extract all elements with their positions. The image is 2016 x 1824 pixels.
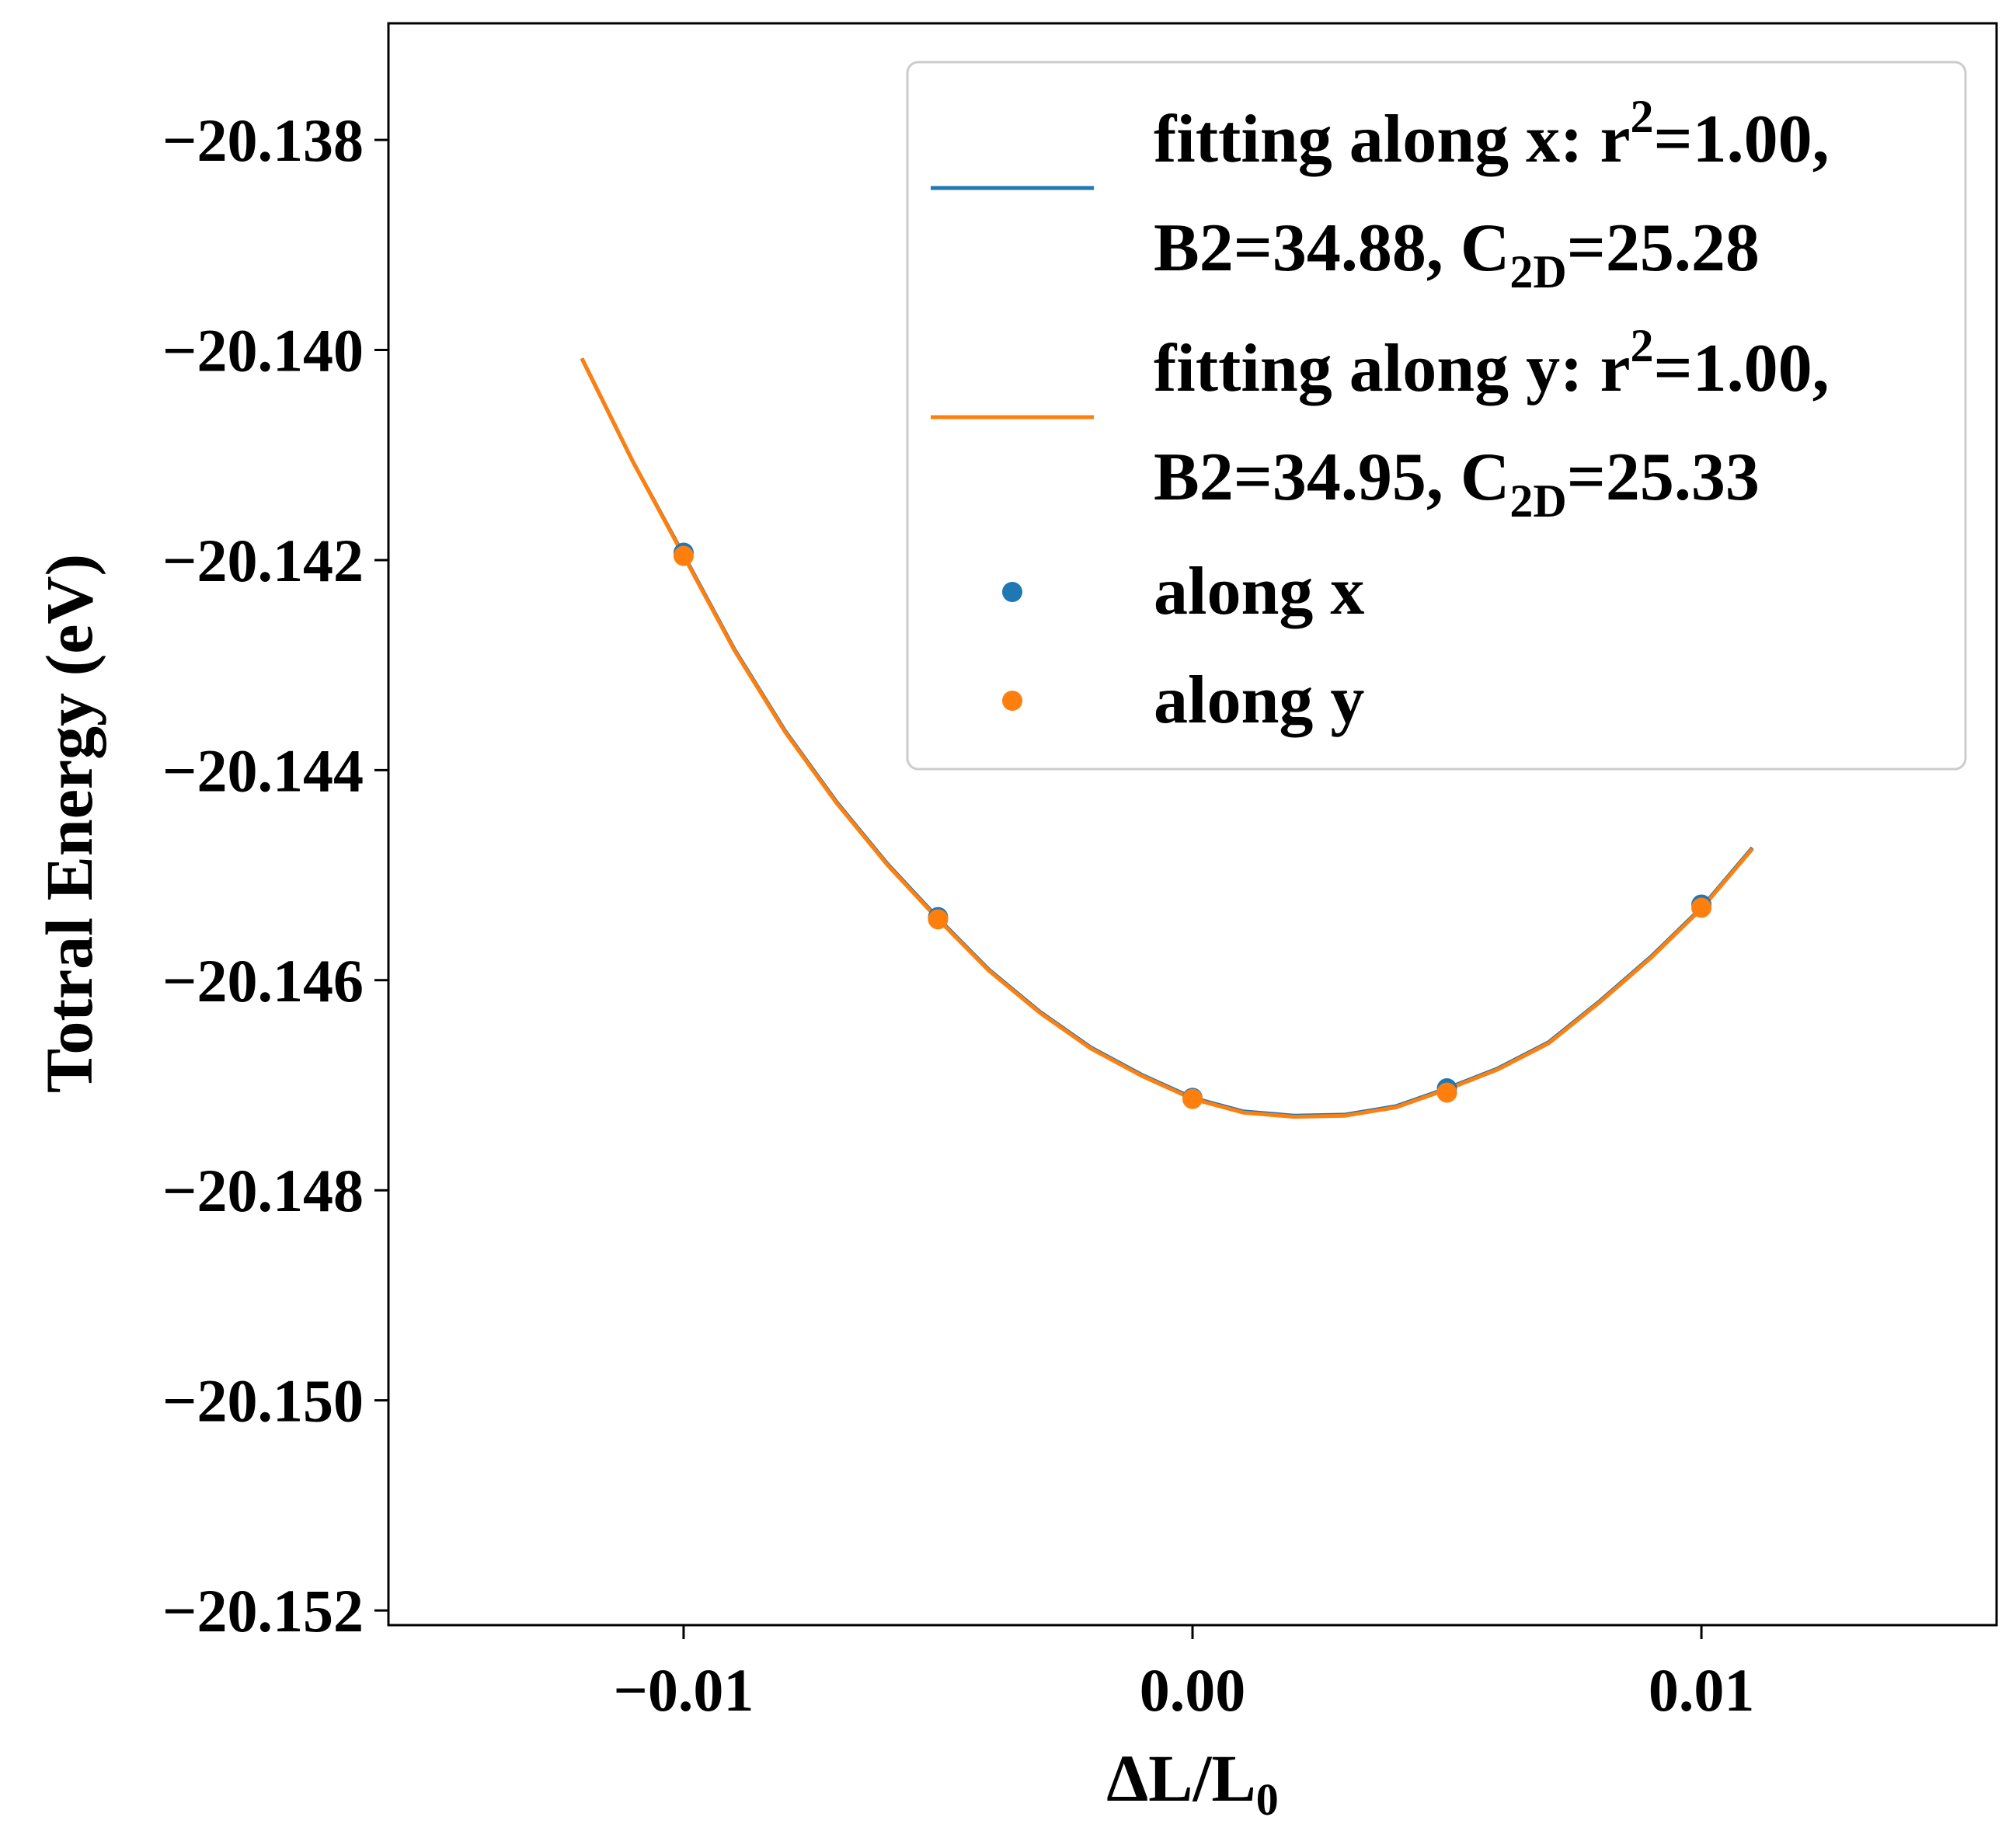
scatter-point [673, 545, 694, 566]
legend-label-part: =1.00, [1654, 331, 1830, 406]
legend-label-part: along x [1154, 554, 1364, 629]
legend-label-part: 2D [1509, 246, 1566, 298]
legend-label-part: B2=34.88, C [1154, 211, 1509, 286]
y-tick-label: −20.148 [162, 1157, 364, 1224]
y-tick-label: −20.150 [162, 1367, 364, 1435]
legend-box [906, 61, 1967, 771]
legend-label: fitting along x: r2=1.00, [1154, 91, 1830, 177]
legend-label-part: =25.28 [1567, 211, 1760, 286]
legend-label-part: fitting along y: r [1154, 331, 1631, 406]
x-axis-label: ΔL/L0 [1106, 1741, 1279, 1824]
y-tick-label: −20.140 [162, 317, 364, 385]
y-tick-label: −20.144 [162, 736, 364, 804]
scatter-point [928, 909, 949, 930]
legend-label-part: 2D [1509, 475, 1566, 527]
legend-label-part: 2 [1631, 91, 1654, 142]
legend-label-part: 2 [1631, 320, 1654, 371]
x-axis-label-main: ΔL/L [1106, 1741, 1256, 1815]
legend-label: along x [1154, 554, 1364, 629]
scatter-point [1436, 1082, 1457, 1103]
y-tick-label: −20.138 [162, 106, 364, 174]
legend-label: along y [1154, 663, 1364, 738]
x-tick-label: 0.00 [1140, 1656, 1246, 1724]
scatter-point [1691, 897, 1712, 918]
axes-frame [387, 22, 1998, 1627]
legend-marker-2 [1002, 582, 1022, 602]
scatter-point [1182, 1088, 1203, 1109]
x-axis-label-subscript: 0 [1256, 1774, 1279, 1824]
legend-label-part: B2=34.95, C [1154, 440, 1509, 515]
y-tick-label: −20.142 [162, 527, 364, 594]
y-tick-label: −20.152 [162, 1577, 364, 1645]
series-line-1 [580, 357, 1754, 1119]
legend-label: B2=34.88, C2D=25.28 [1154, 211, 1760, 298]
x-tick-label: 0.01 [1649, 1656, 1755, 1724]
legend-label-part: along y [1154, 663, 1364, 738]
legend-label-part: =1.00, [1654, 102, 1830, 177]
legend-marker-3 [1002, 691, 1022, 711]
legend-label-part: fitting along x: r [1154, 102, 1631, 177]
y-tick-label: −20.146 [162, 947, 364, 1015]
legend-label: B2=34.95, C2D=25.33 [1154, 440, 1760, 527]
y-axis-label: Totral Energy (eV) [32, 554, 106, 1093]
legend-label-part: =25.33 [1567, 440, 1760, 515]
x-tick-label: −0.01 [613, 1656, 754, 1724]
legend-label: fitting along y: r2=1.00, [1154, 320, 1830, 406]
